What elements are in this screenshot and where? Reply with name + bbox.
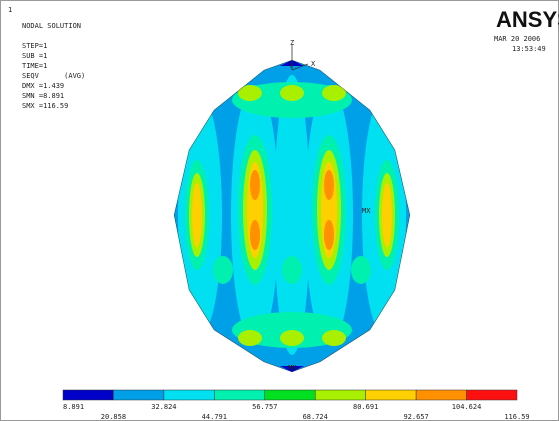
legend-label: 20.858: [101, 413, 126, 421]
legend-label: 68.724: [303, 413, 328, 421]
result-info: SEQV (AVG): [22, 72, 85, 80]
legend-swatch: [467, 390, 517, 400]
result-info: STEP=1: [22, 42, 47, 50]
window-number: 1: [8, 6, 12, 14]
legend-label: 56.757: [252, 403, 277, 411]
legend-label: 104.624: [452, 403, 482, 411]
legend-swatch: [265, 390, 315, 400]
legend-label: 44.791: [202, 413, 227, 421]
legend-swatch: [164, 390, 214, 400]
result-title: NODAL SOLUTION: [22, 22, 81, 30]
legend-label: 92.657: [403, 413, 428, 421]
legend-swatch: [315, 390, 365, 400]
legend-swatch: [416, 390, 466, 400]
legend-label: 8.891: [63, 403, 84, 411]
ansys-window: 8.891 20.858 32.824 44.791 56.757 68.724 80.69…: [0, 0, 559, 421]
legend-swatch: [366, 390, 416, 400]
result-info: SMN =8.891: [22, 92, 64, 100]
axis-z: Z: [290, 39, 294, 47]
min-marker: MN: [288, 364, 296, 372]
result-info: TIME=1: [22, 62, 47, 70]
legend-swatch: [63, 390, 113, 400]
logo: ANSYS: [496, 7, 559, 32]
max-marker: MX: [362, 207, 371, 215]
legend-label: 116.59: [504, 413, 529, 421]
result-info: DMX =1.439: [22, 82, 64, 90]
legend-swatch: [113, 390, 163, 400]
legend-label: 32.824: [151, 403, 176, 411]
legend-swatch: [214, 390, 264, 400]
result-info: SUB =1: [22, 52, 47, 60]
time: 13:53:49: [512, 45, 546, 53]
legend-label: 80.691: [353, 403, 378, 411]
date: MAR 20 2006: [494, 35, 540, 43]
result-info: SMX =116.59: [22, 102, 68, 110]
